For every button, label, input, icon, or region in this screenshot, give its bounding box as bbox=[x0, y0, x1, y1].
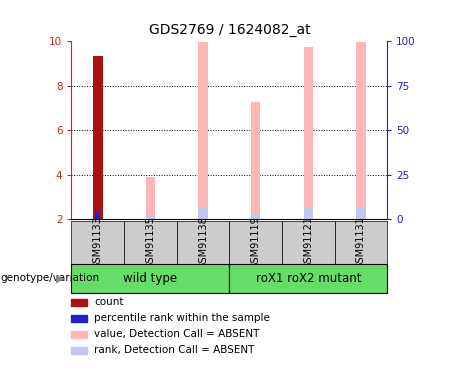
Text: roX1 roX2 mutant: roX1 roX2 mutant bbox=[255, 272, 361, 285]
Bar bbox=[303, 208, 313, 219]
Bar bbox=[356, 208, 366, 219]
Text: rank, Detection Call = ABSENT: rank, Detection Call = ABSENT bbox=[94, 345, 254, 355]
Text: genotype/variation: genotype/variation bbox=[0, 273, 99, 284]
Bar bbox=[251, 102, 260, 219]
Bar bbox=[146, 215, 155, 219]
Text: percentile rank within the sample: percentile rank within the sample bbox=[94, 313, 270, 323]
Bar bbox=[303, 47, 313, 219]
Text: GSM91135: GSM91135 bbox=[145, 216, 155, 269]
Text: GSM91131: GSM91131 bbox=[356, 216, 366, 269]
Text: GSM91119: GSM91119 bbox=[251, 216, 260, 269]
Bar bbox=[198, 208, 208, 219]
Text: wild type: wild type bbox=[124, 272, 177, 285]
Text: ▶: ▶ bbox=[56, 273, 65, 284]
Bar bbox=[71, 331, 87, 338]
Bar bbox=[71, 221, 124, 264]
Bar bbox=[124, 221, 177, 264]
Text: GSM91121: GSM91121 bbox=[303, 216, 313, 269]
Bar bbox=[71, 315, 87, 322]
Bar bbox=[146, 177, 155, 219]
Bar bbox=[229, 221, 282, 264]
Text: value, Detection Call = ABSENT: value, Detection Call = ABSENT bbox=[94, 329, 260, 339]
Bar bbox=[71, 299, 87, 306]
Text: GSM91133: GSM91133 bbox=[93, 216, 103, 269]
Bar bbox=[95, 211, 100, 219]
Bar bbox=[71, 347, 87, 354]
Bar bbox=[71, 264, 230, 292]
Bar bbox=[335, 221, 387, 264]
Bar bbox=[251, 214, 260, 219]
Bar bbox=[282, 221, 335, 264]
Bar bbox=[177, 221, 229, 264]
Text: count: count bbox=[94, 297, 124, 307]
Bar bbox=[198, 42, 208, 219]
Text: GSM91138: GSM91138 bbox=[198, 216, 208, 269]
Bar bbox=[356, 42, 366, 219]
Bar bbox=[93, 56, 102, 219]
Title: GDS2769 / 1624082_at: GDS2769 / 1624082_at bbox=[148, 24, 310, 38]
Bar bbox=[229, 264, 387, 292]
